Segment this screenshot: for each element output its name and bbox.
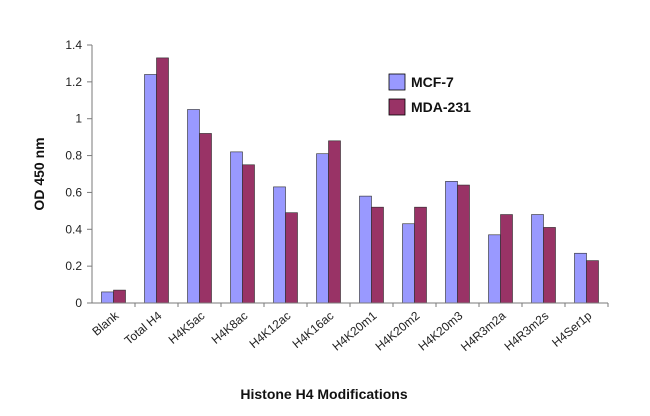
- bar-mda231-total-h4: [156, 57, 169, 304]
- bar-mcf7-h4k20m2: [402, 223, 415, 304]
- bar-mcf7-h4k20m3: [445, 181, 458, 304]
- bar-mcf7-h4ser1p: [574, 252, 587, 304]
- bar-mda231-h4r3m2s: [543, 227, 556, 304]
- y-tick-label: 1.4: [65, 38, 82, 52]
- y-axis-title: OD 450 nm: [31, 137, 47, 210]
- legend-label-mcf7: MCF-7: [411, 74, 454, 90]
- x-category-label: H4Ser1p: [549, 308, 595, 349]
- bar-mcf7-blank: [101, 291, 114, 304]
- bar-mcf7-h4k5ac: [187, 109, 200, 304]
- bar-mda231-h4k12ac: [285, 212, 298, 304]
- bar-mda231-h4k5ac: [199, 133, 212, 304]
- x-category-label: Total H4: [122, 308, 165, 347]
- legend: MCF-7 MDA-231: [388, 73, 471, 116]
- bar-mda231-h4k20m1: [371, 206, 384, 304]
- x-category-label: Blank: [89, 308, 122, 339]
- x-category-label: H4K20m1: [330, 308, 380, 353]
- y-tick-label: 1: [75, 112, 82, 126]
- y-tick-label: 0.8: [65, 149, 82, 163]
- y-tick-label: 0.6: [65, 185, 82, 199]
- bars-group: [101, 57, 599, 304]
- bar-mda231-h4ser1p: [586, 260, 599, 304]
- x-category-labels: Blank Total H4 H4K5ac H4K8acH4K12acH4K16acH…: [89, 303, 609, 354]
- bar-mcf7-h4k16ac: [316, 153, 329, 304]
- bar-mcf7-h4r3m2s: [531, 214, 544, 304]
- x-category-label: H4R3m2s: [502, 309, 552, 354]
- x-category-label: H4R3m2a: [458, 308, 509, 354]
- y-tick-label: 0.2: [65, 259, 82, 273]
- bar-mda231-h4r3m2a: [500, 214, 513, 304]
- x-category-label: H4K12ac: [247, 309, 294, 351]
- y-tick-label: 1.2: [65, 75, 82, 89]
- bar-mcf7-h4k8ac: [230, 151, 243, 304]
- x-category-label: H4K5ac: [166, 309, 208, 347]
- bar-mcf7-total-h4: [144, 74, 157, 304]
- x-category-label: H4K20m3: [416, 308, 466, 353]
- bar-mda231-h4k20m2: [414, 206, 427, 304]
- x-axis-title: Histone H4 Modifications: [240, 386, 407, 402]
- y-ticks-group: 0 0.2 0.4 0.6 0.8 1 1.2 1.4: [65, 38, 92, 310]
- y-tick-label: 0: [75, 296, 82, 310]
- x-category-label: H4K16ac: [290, 309, 337, 351]
- x-category-label: H4K8ac: [209, 309, 251, 347]
- bar-mcf7-h4k12ac: [273, 186, 286, 304]
- bar-mda231-h4k16ac: [328, 140, 341, 304]
- bar-mcf7-h4r3m2a: [488, 234, 501, 304]
- legend-swatch-mcf7: [388, 73, 406, 91]
- legend-label-mda231: MDA-231: [411, 99, 471, 115]
- bar-mda231-h4k8ac: [242, 164, 255, 304]
- bar-mda231-blank: [113, 289, 126, 304]
- y-tick-label: 0.4: [65, 222, 82, 236]
- bar-mcf7-h4k20m1: [359, 195, 372, 304]
- x-category-label: H4K20m2: [373, 308, 423, 353]
- bar-mda231-h4k20m3: [457, 184, 470, 304]
- legend-swatch-mda231: [388, 98, 406, 116]
